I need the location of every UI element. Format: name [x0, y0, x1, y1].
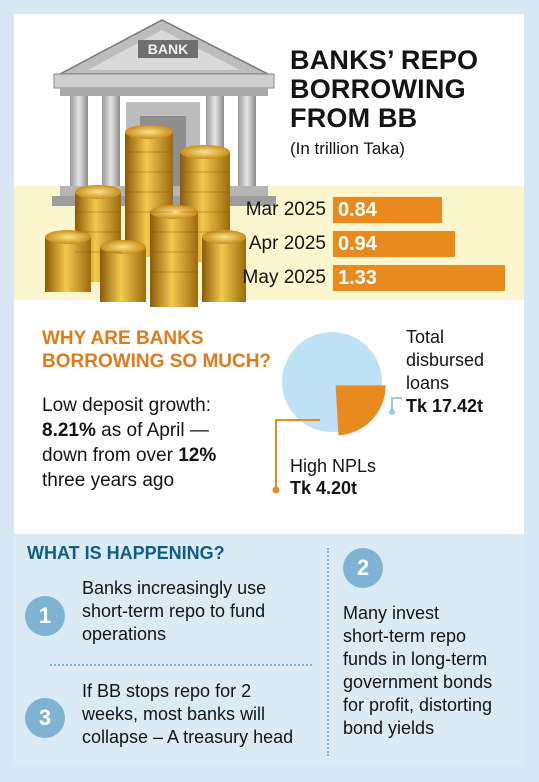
step-3-badge: 3	[25, 698, 65, 738]
loans-label: Total disbursed loans Tk 17.42t	[406, 326, 484, 418]
step-3-text: If BB stops repo for 2 weeks, most banks…	[82, 680, 293, 749]
why-line-2: 8.21% as of April —	[42, 418, 216, 443]
step-3-line: collapse – A treasury head	[82, 727, 294, 747]
bar-value-label: 0.84	[338, 199, 377, 221]
chart-title: BANKS’ REPO BORROWING FROM BB	[290, 46, 478, 133]
step-2-line: government bonds	[343, 672, 493, 692]
step-2-text: Many invest short-term repo funds in lon…	[343, 602, 492, 740]
past-growth-value: 12%	[178, 445, 217, 466]
why-line-2-rest: as of April —	[95, 420, 209, 441]
bar-category-label: Apr 2025	[248, 233, 326, 254]
why-heading-line-2: BORROWING SO MUCH?	[42, 351, 272, 372]
step-2-line: funds in long-term	[343, 649, 488, 669]
step-1-line: Banks increasingly use	[82, 578, 267, 598]
what-happening-heading: WHAT IS HAPPENING?	[27, 543, 225, 563]
title-line-3: FROM BB	[290, 103, 418, 133]
step-2-line: short-term repo	[343, 626, 467, 646]
step-3-line: If BB stops repo for 2	[82, 681, 252, 701]
why-line-4: three years ago	[42, 470, 175, 491]
title-line-1: BANKS’ REPO	[290, 45, 479, 75]
step-2-line: bond yields	[343, 718, 435, 738]
bar	[333, 265, 505, 291]
loans-value: Tk 17.42t	[406, 396, 484, 416]
loans-label-line-1: Total	[406, 327, 445, 347]
step-2-line: Many invest	[343, 603, 440, 623]
bar-category-label: Mar 2025	[245, 199, 326, 220]
step-1-line: short-term repo to fund	[82, 601, 266, 621]
why-body: Low deposit growth: 8.21% as of April — …	[42, 393, 216, 493]
why-heading: WHY ARE BANKS BORROWING SO MUCH?	[42, 327, 271, 373]
horizontal-divider	[50, 664, 312, 666]
why-line-3: down from over 12%	[42, 443, 216, 468]
bank-coins-illustration: BANK	[45, 19, 276, 307]
loans-label-line-3: loans	[406, 373, 450, 393]
why-line-3-pre: down from over	[42, 445, 179, 466]
step-3-line: weeks, most banks will	[82, 704, 266, 724]
what-happening-section	[14, 534, 524, 766]
why-line-1: Low deposit growth:	[42, 395, 211, 416]
step-1-text: Banks increasingly use short-term repo t…	[82, 577, 266, 646]
title-line-2: BORROWING	[290, 74, 466, 104]
step-2-line: for profit, distorting	[343, 695, 493, 715]
npl-label: High NPLs Tk 4.20t	[290, 455, 376, 499]
chart-subtitle: (In trillion Taka)	[290, 139, 405, 158]
deposit-growth-value: 8.21%	[42, 420, 96, 441]
bar	[333, 197, 442, 223]
step-1-badge: 1	[25, 596, 65, 636]
npl-value: Tk 4.20t	[290, 478, 358, 498]
npl-pie-chart	[282, 332, 386, 436]
loans-label-line-2: disbursed	[406, 350, 485, 370]
vertical-divider	[327, 548, 329, 756]
why-heading-line-1: WHY ARE BANKS	[42, 328, 204, 349]
pie-slice-npl	[335, 385, 386, 436]
npl-label-line: High NPLs	[290, 456, 377, 476]
bar-value-label: 1.33	[338, 267, 377, 289]
bar-value-label: 0.94	[338, 233, 377, 255]
bank-sign-text: BANK	[148, 41, 188, 57]
step-1-line: operations	[82, 624, 167, 644]
bar	[333, 231, 455, 257]
step-2-badge: 2	[343, 548, 383, 588]
bar-category-label: May 2025	[242, 267, 326, 288]
